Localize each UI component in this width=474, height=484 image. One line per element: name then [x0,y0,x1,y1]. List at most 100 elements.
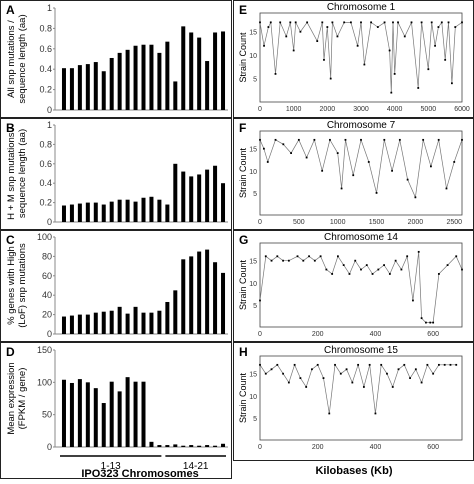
bar [61,379,66,447]
y-axis-label: % genes with High(LoF) snp mutations [6,243,28,328]
data-point [430,21,433,24]
data-point [438,363,440,366]
bar [205,61,210,110]
data-point [350,21,352,24]
data-point [316,363,319,366]
y-axis-label: All snp mutations /sequence length (aa) [6,14,28,103]
chart-title: Chromosome 1 [327,2,396,13]
bar [61,68,66,110]
y-axis-label-line: (FPKM / gene) [17,368,28,430]
data-point [285,35,288,38]
data-point [429,321,432,324]
y-tick-label: 10 [249,169,257,176]
data-point [451,82,453,85]
x-tick-label: 3000 [353,106,369,113]
data-point [437,138,440,141]
bar [149,44,154,110]
y-axis-label-line: H + M snp mutations / [6,127,17,220]
panel-letter: F [239,121,246,135]
plot-frame [259,130,463,216]
data-point [322,377,325,380]
y-tick-label: 60 [42,271,52,281]
y-tick-label: 5 [253,191,257,198]
panel-border [0,0,232,118]
y-tick-label: 10 [249,281,257,288]
data-point [336,35,339,38]
x-tick-label: 1500 [369,219,385,226]
bar [141,197,146,222]
data-point [403,363,406,366]
data-point [287,259,290,262]
data-point [323,58,325,61]
y-tick-label: 1 [47,3,52,13]
bar [117,52,122,110]
bar [109,310,114,334]
y-tick-label: 80 [42,251,52,261]
y-axis-label-line: (LoF) snp mutations [17,243,28,328]
bar [213,32,218,111]
y-tick-label: 15 [249,30,257,37]
data-point [362,386,365,388]
data-point [282,259,284,262]
data-point [356,44,359,47]
bar [205,249,210,334]
y-tick-label: 0.2 [39,85,52,95]
group-label: 14-21 [183,461,209,472]
data-point [406,255,409,258]
bar [133,381,138,447]
data-point [427,68,430,71]
data-point [432,321,435,324]
bar [125,313,130,334]
bar [61,205,66,222]
data-point [383,21,386,24]
data-point [259,363,261,366]
y-axis-label-line: Mean expression [6,362,17,434]
data-point [313,259,316,262]
chart-title: Chromosome 7 [327,120,396,131]
bar [189,32,194,111]
plot-frame [259,12,463,103]
bar [173,81,178,110]
bar [109,201,114,222]
bar [205,445,210,447]
y-axis-label: Mean expression(FPKM / gene) [6,362,28,434]
data-point [391,386,394,388]
x-tick-label: 0 [258,219,262,226]
data-point [363,63,366,66]
data-point [259,21,261,24]
y-axis-label: Strain Count [238,259,248,310]
data-point [289,21,292,24]
data-point [455,255,458,258]
data-point [339,372,342,375]
y-tick-label: 0 [47,329,52,339]
series-line [259,363,457,414]
data-point [329,138,331,141]
y-axis-label-line: All snp mutations / [6,20,17,98]
y-tick-label: 0 [47,105,52,115]
bar [197,37,202,110]
data-point [375,191,378,194]
bar [221,183,226,222]
data-point [371,273,374,275]
data-point [293,363,296,366]
bar [85,64,90,110]
data-point [279,21,282,24]
bar [213,262,218,334]
data-point [354,259,357,262]
bar [125,377,130,447]
y-tick-label: 15 [249,372,257,379]
y-axis-label: Strain Count [238,147,248,198]
bar [165,204,170,222]
data-point [336,152,339,155]
data-point [308,255,310,258]
data-point [374,412,377,415]
series-line [259,138,463,199]
data-point [449,363,452,366]
data-point [340,187,343,190]
chart-title: Chromosome 15 [324,345,398,356]
data-point [461,138,463,141]
panel-border [233,0,474,118]
bar [141,312,146,334]
